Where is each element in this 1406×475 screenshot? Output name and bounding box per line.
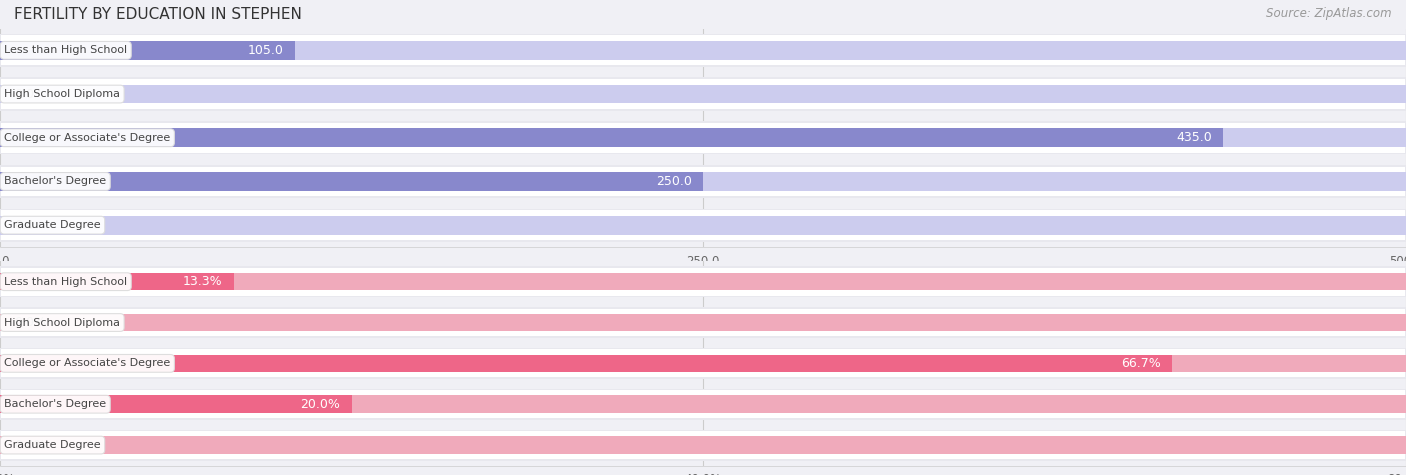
Text: 250.0: 250.0 xyxy=(655,175,692,188)
Text: 0.0: 0.0 xyxy=(14,218,34,232)
Text: Graduate Degree: Graduate Degree xyxy=(4,440,101,450)
Bar xyxy=(1,350,1405,377)
Bar xyxy=(1,36,1405,65)
Text: FERTILITY BY EDUCATION IN STEPHEN: FERTILITY BY EDUCATION IN STEPHEN xyxy=(14,7,302,22)
Bar xyxy=(1,431,1405,459)
Text: 0.0%: 0.0% xyxy=(14,438,46,452)
Bar xyxy=(0,307,1406,338)
Bar xyxy=(1,390,1405,418)
Bar xyxy=(0,41,295,60)
Bar xyxy=(0,273,1406,291)
Text: 435.0: 435.0 xyxy=(1177,131,1212,144)
Bar xyxy=(1,123,1405,152)
Text: Less than High School: Less than High School xyxy=(4,45,128,56)
Bar xyxy=(0,395,352,413)
Bar xyxy=(0,172,1406,191)
Text: 0.0: 0.0 xyxy=(14,87,34,101)
Bar xyxy=(0,354,1173,372)
Bar xyxy=(0,266,1406,297)
Text: College or Associate's Degree: College or Associate's Degree xyxy=(4,358,170,369)
Text: 20.0%: 20.0% xyxy=(301,398,340,411)
Bar xyxy=(0,77,1406,111)
Bar xyxy=(0,314,1406,332)
Bar xyxy=(0,273,233,291)
Bar xyxy=(1,210,1405,240)
Bar xyxy=(0,41,1406,60)
Text: College or Associate's Degree: College or Associate's Degree xyxy=(4,133,170,143)
Bar xyxy=(0,121,1406,154)
Bar xyxy=(0,172,703,191)
Text: Graduate Degree: Graduate Degree xyxy=(4,220,101,230)
Bar xyxy=(0,85,1406,104)
Text: 13.3%: 13.3% xyxy=(183,275,222,288)
Text: 66.7%: 66.7% xyxy=(1121,357,1161,370)
Bar xyxy=(1,167,1405,196)
Text: Less than High School: Less than High School xyxy=(4,276,128,287)
Bar xyxy=(0,436,1406,454)
Bar xyxy=(0,165,1406,198)
Text: Bachelor's Degree: Bachelor's Degree xyxy=(4,399,107,409)
Text: Bachelor's Degree: Bachelor's Degree xyxy=(4,176,107,187)
Text: High School Diploma: High School Diploma xyxy=(4,317,121,328)
Bar xyxy=(0,128,1406,147)
Bar xyxy=(1,309,1405,336)
Text: High School Diploma: High School Diploma xyxy=(4,89,121,99)
Text: 105.0: 105.0 xyxy=(247,44,284,57)
Bar xyxy=(0,395,1406,413)
Bar xyxy=(0,34,1406,67)
Bar xyxy=(0,348,1406,379)
Bar xyxy=(0,429,1406,461)
Text: 0.0%: 0.0% xyxy=(14,316,46,329)
Bar xyxy=(0,389,1406,420)
Text: Source: ZipAtlas.com: Source: ZipAtlas.com xyxy=(1267,7,1392,20)
Bar xyxy=(1,79,1405,109)
Bar xyxy=(0,128,1223,147)
Bar xyxy=(0,216,1406,235)
Bar xyxy=(0,209,1406,242)
Bar xyxy=(1,268,1405,295)
Bar xyxy=(0,354,1406,372)
